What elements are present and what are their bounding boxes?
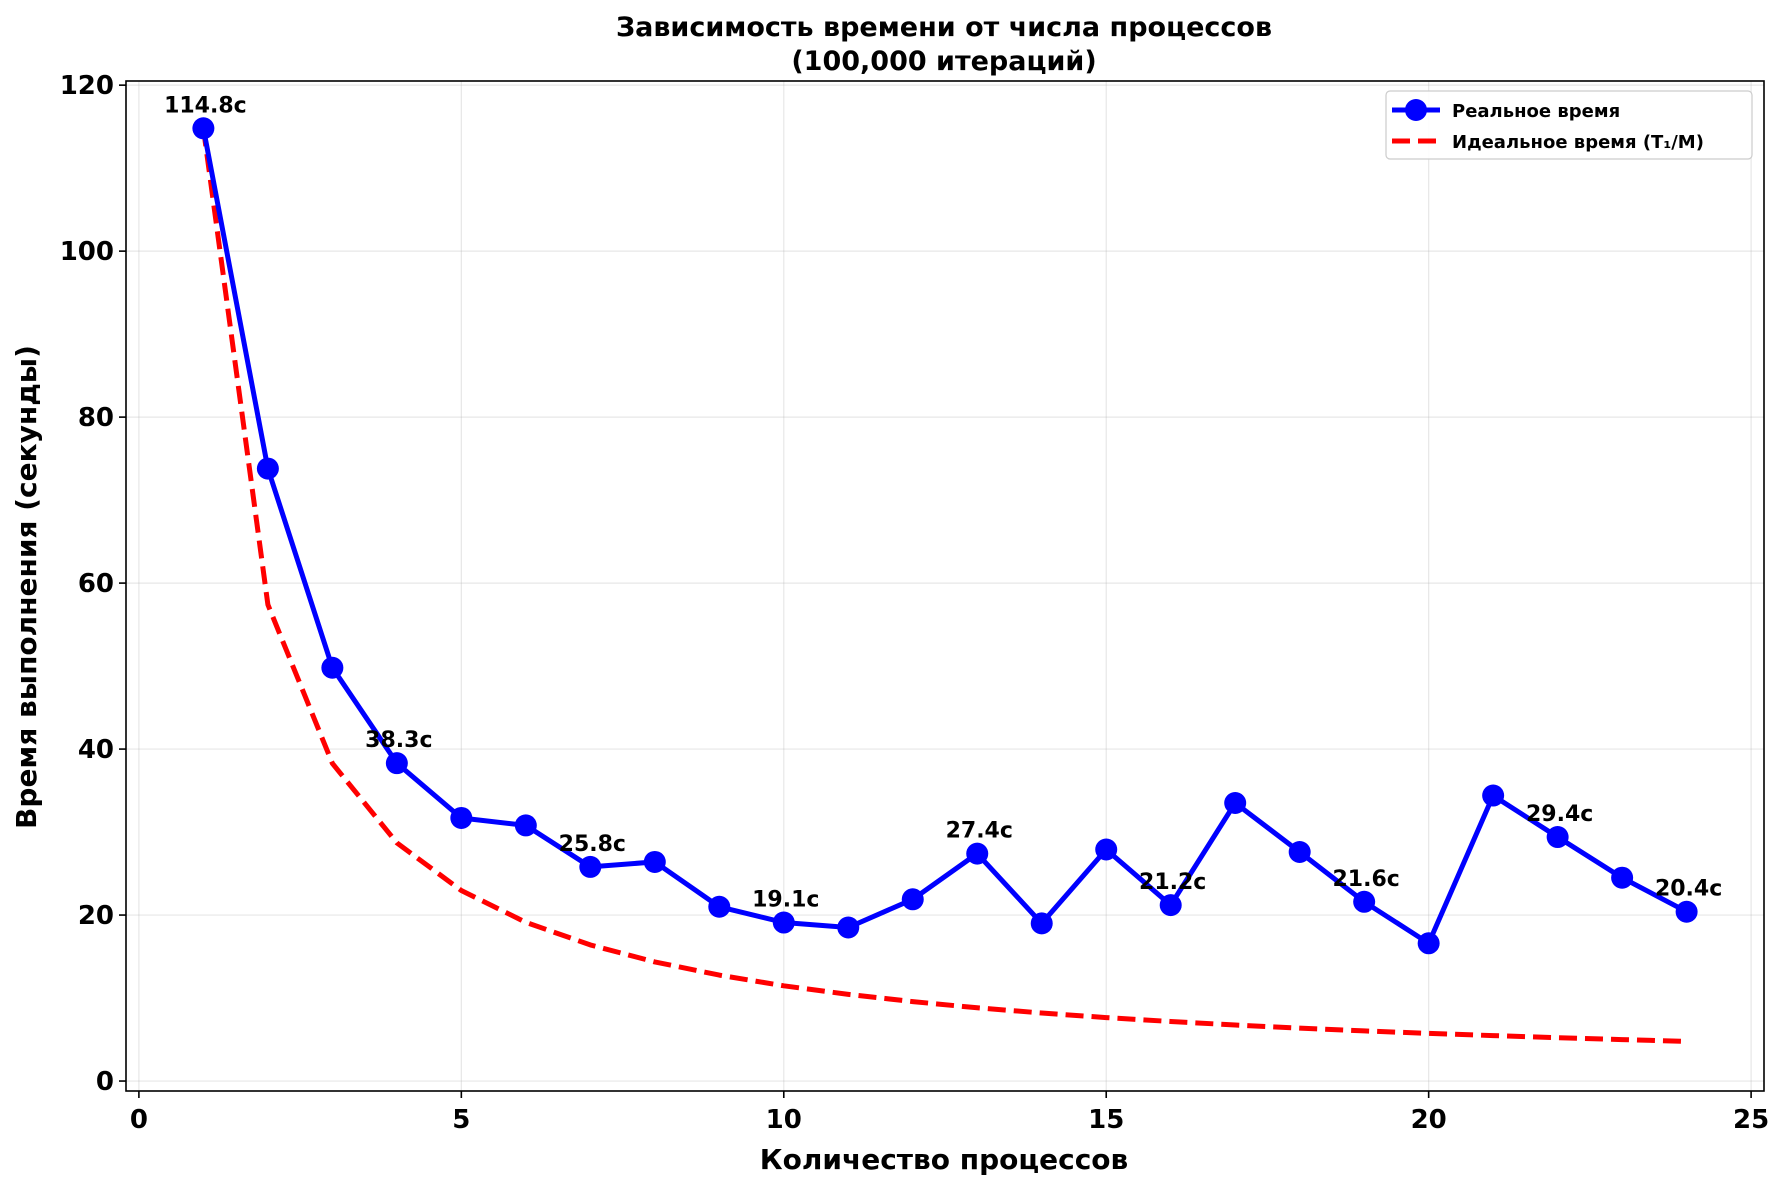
x-axis-label: Количество процессов	[760, 1143, 1129, 1176]
y-tick-label: 60	[78, 569, 114, 599]
data-point-real	[1546, 826, 1569, 849]
data-point-real	[1482, 784, 1505, 807]
data-point-real	[1159, 894, 1182, 917]
series-line-ideal	[200, 127, 1687, 1044]
x-tick-label: 25	[1733, 1105, 1769, 1135]
data-point-real	[966, 842, 989, 865]
data-point-real	[385, 752, 408, 775]
data-point-real	[1095, 838, 1118, 861]
x-tick-label: 15	[1088, 1105, 1124, 1135]
data-point-real	[1417, 932, 1440, 955]
series-line-real	[200, 127, 1688, 946]
data-label: 25.8с	[559, 832, 626, 857]
y-tick-label: 0	[96, 1067, 114, 1097]
y-tick-label: 20	[78, 901, 114, 931]
data-point-real	[450, 806, 473, 829]
series-layer	[192, 117, 1698, 1044]
grid-lines	[126, 81, 1764, 1091]
data-label: 29.4с	[1526, 802, 1593, 827]
plot-frame	[125, 80, 1765, 1092]
legend: Реальное время Идеальное время (T₁/M)	[1385, 90, 1753, 160]
y-axis-label: Время выполнения (секунды)	[10, 345, 43, 829]
y-tick-label: 120	[60, 71, 114, 101]
x-tick-label: 10	[766, 1105, 802, 1135]
data-label: 27.4с	[946, 819, 1013, 844]
data-point-real	[1288, 840, 1311, 863]
data-point-real	[1675, 900, 1698, 923]
data-point-real	[1030, 912, 1053, 935]
data-label: 21.6с	[1333, 867, 1400, 892]
data-point-real	[837, 916, 860, 939]
data-label: 38.3с	[365, 728, 432, 753]
data-point-real	[708, 895, 731, 918]
y-tick-label: 100	[60, 237, 114, 267]
y-tick-label: 80	[78, 403, 114, 433]
data-point-real	[514, 814, 537, 837]
data-point-real	[1611, 866, 1634, 889]
legend-real-label: Реальное время	[1452, 101, 1620, 122]
legend-real-marker	[1405, 99, 1427, 121]
legend-ideal-label: Идеальное время (T₁/M)	[1452, 132, 1704, 153]
x-tick-label: 5	[452, 1105, 470, 1135]
data-label: 114.8с	[164, 93, 247, 118]
data-label: 19.1с	[752, 888, 819, 913]
data-labels: 114.8с 38.3с 25.8с 19.1с 27.4с 21.2с 21.6с 29.4…	[164, 93, 1722, 912]
y-tick-label: 40	[78, 735, 114, 765]
data-point-real	[772, 911, 795, 934]
data-point-real	[321, 656, 344, 679]
data-point-real	[643, 850, 666, 873]
data-point-real	[579, 855, 602, 878]
data-point-real	[901, 888, 924, 911]
data-point-real	[256, 457, 279, 480]
data-label: 20.4с	[1655, 877, 1722, 902]
data-point-real	[1353, 890, 1376, 913]
x-tick-label: 0	[130, 1105, 148, 1135]
data-label: 21.2с	[1139, 870, 1206, 895]
legend-box	[1385, 90, 1753, 160]
axis-ticks: 0 5 10 15 20 25 0 20 40 60 80 100 120	[60, 71, 1769, 1135]
data-point-real	[192, 117, 215, 140]
chart-title: Зависимость времени от числа процессов	[616, 12, 1272, 43]
x-tick-label: 20	[1411, 1105, 1447, 1135]
data-point-real	[1224, 792, 1247, 815]
chart-subtitle: (100,000 итераций)	[791, 46, 1096, 77]
